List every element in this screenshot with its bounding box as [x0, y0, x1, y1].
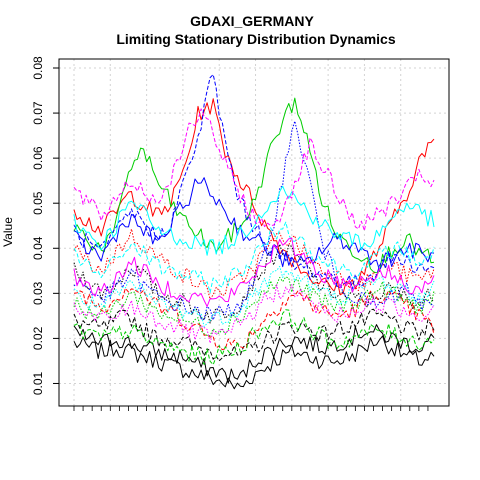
series-line — [73, 74, 435, 290]
y-tick-label: 0.05 — [31, 191, 45, 215]
y-tick-label: 0.08 — [31, 56, 45, 80]
plot-frame — [58, 58, 450, 407]
series-line — [73, 335, 435, 390]
series-line — [73, 309, 435, 366]
series-line — [73, 265, 435, 328]
y-tick-label: 0.06 — [31, 146, 45, 170]
y-tick-label: 0.01 — [31, 371, 45, 395]
y-tick-label: 0.02 — [31, 326, 45, 350]
chart-title: GDAXI_GERMANY — [190, 13, 314, 29]
series-line — [73, 97, 435, 274]
series-line — [73, 237, 435, 307]
y-tick-label: 0.03 — [31, 281, 45, 305]
series-line — [73, 108, 435, 232]
series-line — [73, 276, 435, 337]
series-line — [73, 284, 435, 344]
series-line — [73, 287, 435, 351]
series-line — [73, 308, 435, 362]
y-axis: 0.01 0.02 0.03 0.04 0.05 0.06 0.07 0.08 — [31, 56, 59, 395]
y-tick-label: 0.04 — [31, 236, 45, 260]
series-group — [73, 74, 435, 390]
series-line — [73, 221, 435, 293]
series-line — [73, 185, 435, 256]
series-line — [73, 120, 435, 321]
chart-subtitle: Limiting Stationary Distribution Dynamic… — [116, 31, 395, 47]
grid — [59, 59, 449, 406]
y-axis-label: Value — [1, 217, 15, 247]
x-axis — [73, 406, 429, 411]
y-tick-label: 0.07 — [31, 101, 45, 125]
series-line — [73, 324, 435, 384]
series-line — [73, 177, 435, 271]
